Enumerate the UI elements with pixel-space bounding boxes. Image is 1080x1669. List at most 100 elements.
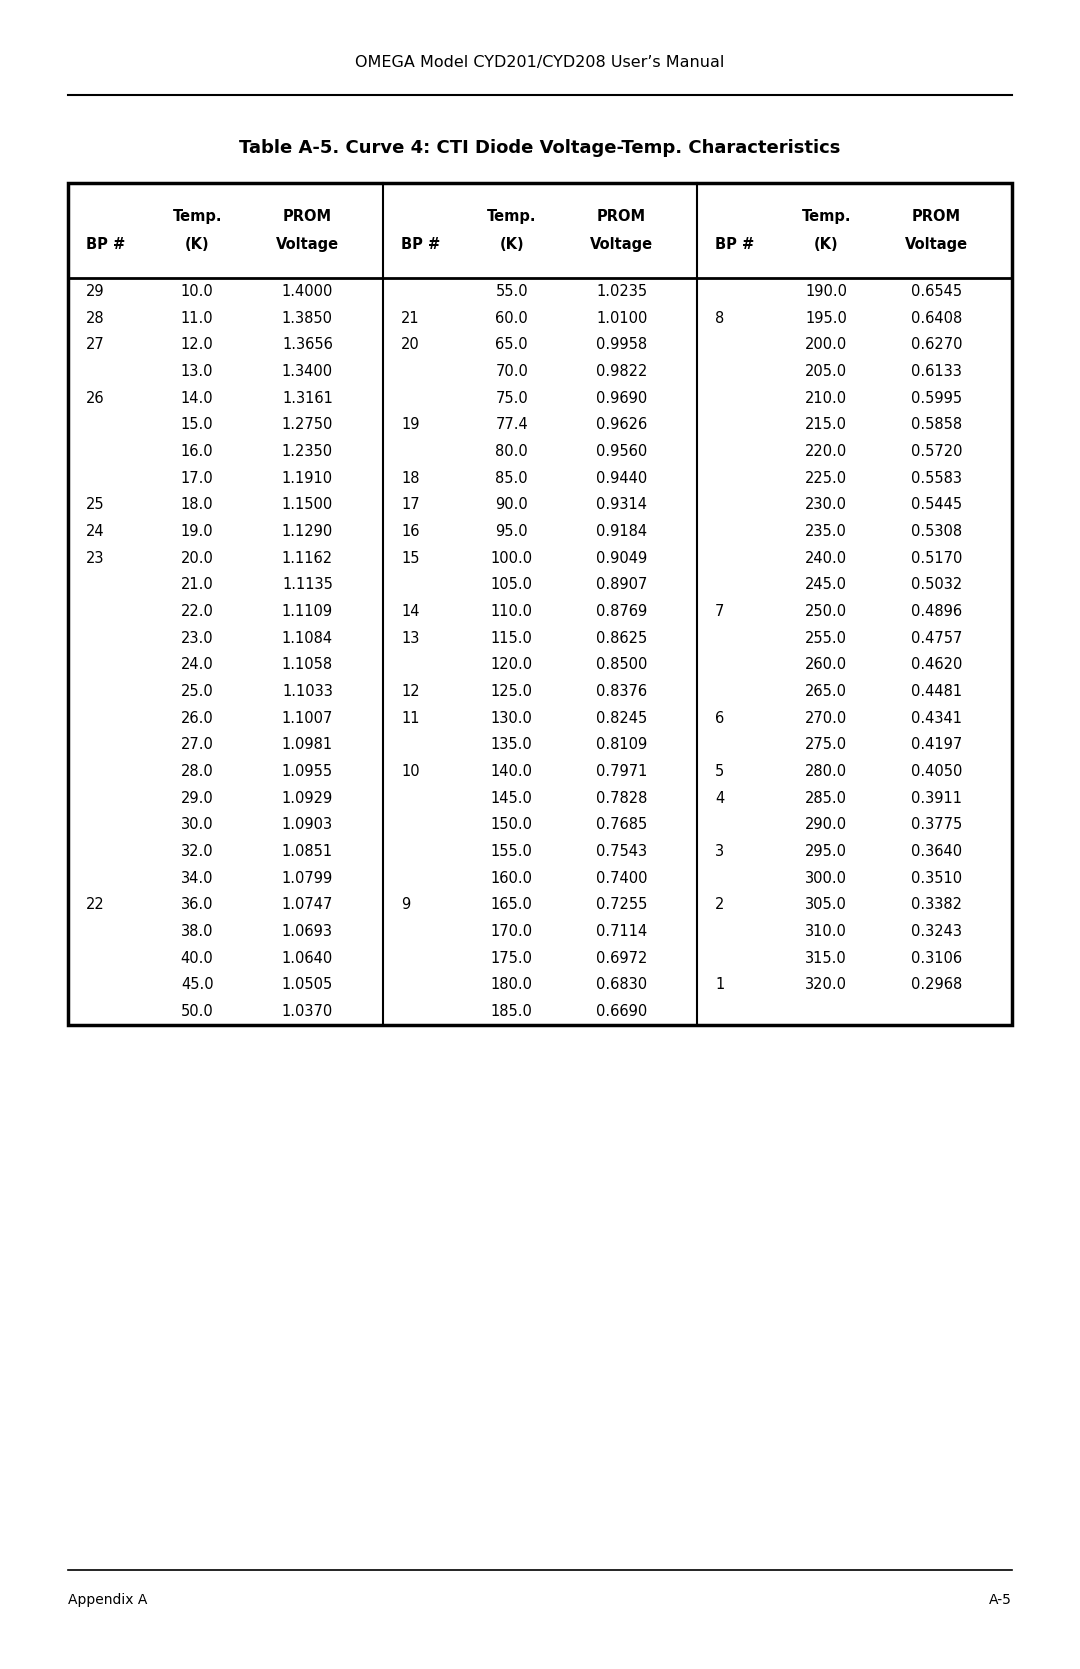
Text: 0.8625: 0.8625 [596, 631, 647, 646]
Text: 120.0: 120.0 [490, 658, 532, 673]
Text: 1.0747: 1.0747 [282, 898, 333, 913]
Text: 150.0: 150.0 [490, 818, 532, 833]
Text: 0.7685: 0.7685 [596, 818, 647, 833]
Text: 160.0: 160.0 [490, 871, 532, 886]
Text: 0.7255: 0.7255 [596, 898, 647, 913]
Text: 100.0: 100.0 [490, 551, 532, 566]
Text: A-5: A-5 [989, 1592, 1012, 1607]
Text: 0.2968: 0.2968 [910, 978, 962, 993]
Text: 0.8109: 0.8109 [596, 738, 647, 753]
Text: 1.1058: 1.1058 [282, 658, 333, 673]
Text: 14: 14 [401, 604, 419, 619]
Text: 275.0: 275.0 [805, 738, 847, 753]
Text: 10.0: 10.0 [180, 284, 214, 299]
Text: 75.0: 75.0 [496, 391, 528, 406]
Text: 0.8500: 0.8500 [596, 658, 647, 673]
Text: Temp.: Temp. [801, 209, 851, 224]
Text: 19.0: 19.0 [180, 524, 214, 539]
Text: 175.0: 175.0 [490, 951, 532, 966]
Text: Temp.: Temp. [173, 209, 221, 224]
Text: 0.5858: 0.5858 [910, 417, 962, 432]
Text: Table A-5. Curve 4: CTI Diode Voltage-Temp. Characteristics: Table A-5. Curve 4: CTI Diode Voltage-Te… [240, 139, 840, 157]
Text: 23.0: 23.0 [180, 631, 214, 646]
Text: 70.0: 70.0 [496, 364, 528, 379]
Text: 0.3243: 0.3243 [910, 925, 962, 940]
Text: 0.6133: 0.6133 [910, 364, 962, 379]
Text: 1.0235: 1.0235 [596, 284, 647, 299]
Text: 235.0: 235.0 [806, 524, 847, 539]
Text: 0.7971: 0.7971 [596, 764, 647, 779]
Text: 0.9314: 0.9314 [596, 497, 647, 512]
Text: 0.4050: 0.4050 [910, 764, 962, 779]
Text: 1.1007: 1.1007 [282, 711, 333, 726]
Text: 1.1910: 1.1910 [282, 471, 333, 486]
Text: 18.0: 18.0 [180, 497, 214, 512]
Text: 285.0: 285.0 [806, 791, 847, 806]
Text: 24: 24 [86, 524, 105, 539]
Text: 220.0: 220.0 [805, 444, 848, 459]
Text: 0.3106: 0.3106 [910, 951, 962, 966]
Text: 22: 22 [86, 898, 105, 913]
Text: 1.1162: 1.1162 [282, 551, 333, 566]
Text: 1.3161: 1.3161 [282, 391, 333, 406]
Text: 245.0: 245.0 [806, 577, 847, 592]
Text: 0.6270: 0.6270 [910, 337, 962, 352]
Text: 195.0: 195.0 [806, 310, 847, 325]
Text: 3: 3 [715, 845, 724, 860]
Text: 55.0: 55.0 [496, 284, 528, 299]
Text: 0.9560: 0.9560 [596, 444, 647, 459]
Text: 1.2350: 1.2350 [282, 444, 333, 459]
Text: (K): (K) [499, 237, 524, 252]
Text: 1.3850: 1.3850 [282, 310, 333, 325]
Text: 36.0: 36.0 [181, 898, 214, 913]
Text: 1.1500: 1.1500 [282, 497, 333, 512]
Text: Temp.: Temp. [487, 209, 537, 224]
Text: 16: 16 [401, 524, 419, 539]
Text: 1.1135: 1.1135 [282, 577, 333, 592]
Text: 290.0: 290.0 [805, 818, 847, 833]
Text: 0.9049: 0.9049 [596, 551, 647, 566]
Text: 300.0: 300.0 [806, 871, 847, 886]
Text: 13.0: 13.0 [181, 364, 214, 379]
Text: 320.0: 320.0 [806, 978, 847, 993]
Text: 0.8907: 0.8907 [596, 577, 647, 592]
Text: 0.5445: 0.5445 [910, 497, 962, 512]
Text: 0.4341: 0.4341 [910, 711, 962, 726]
Text: 26.0: 26.0 [180, 711, 214, 726]
Text: 12: 12 [401, 684, 420, 699]
Text: 4: 4 [715, 791, 725, 806]
Text: 280.0: 280.0 [805, 764, 847, 779]
Text: BP #: BP # [715, 237, 754, 252]
Text: 25.0: 25.0 [180, 684, 214, 699]
Text: 13: 13 [401, 631, 419, 646]
Text: 0.7828: 0.7828 [596, 791, 647, 806]
Text: 65.0: 65.0 [496, 337, 528, 352]
Text: 165.0: 165.0 [490, 898, 532, 913]
Text: 19: 19 [401, 417, 419, 432]
Text: 2: 2 [715, 898, 725, 913]
Text: 0.4197: 0.4197 [910, 738, 962, 753]
Text: 1.0100: 1.0100 [596, 310, 647, 325]
Text: 0.8245: 0.8245 [596, 711, 647, 726]
Text: 170.0: 170.0 [490, 925, 532, 940]
Text: 16.0: 16.0 [180, 444, 214, 459]
Text: 0.8376: 0.8376 [596, 684, 647, 699]
Text: 0.7400: 0.7400 [596, 871, 647, 886]
Text: 50.0: 50.0 [180, 1005, 214, 1020]
Text: 1.0370: 1.0370 [282, 1005, 333, 1020]
Text: 34.0: 34.0 [181, 871, 214, 886]
Text: 32.0: 32.0 [180, 845, 214, 860]
Text: 155.0: 155.0 [490, 845, 532, 860]
Text: 27.0: 27.0 [180, 738, 214, 753]
Bar [68, 184, 1012, 1025]
Text: 77.4: 77.4 [496, 417, 528, 432]
Text: 145.0: 145.0 [490, 791, 532, 806]
Text: 0.3510: 0.3510 [910, 871, 962, 886]
Text: 8: 8 [715, 310, 725, 325]
Text: 240.0: 240.0 [805, 551, 847, 566]
Text: 38.0: 38.0 [181, 925, 214, 940]
Text: 105.0: 105.0 [490, 577, 532, 592]
Text: 0.4757: 0.4757 [910, 631, 962, 646]
Text: 0.9690: 0.9690 [596, 391, 647, 406]
Text: 17: 17 [401, 497, 420, 512]
